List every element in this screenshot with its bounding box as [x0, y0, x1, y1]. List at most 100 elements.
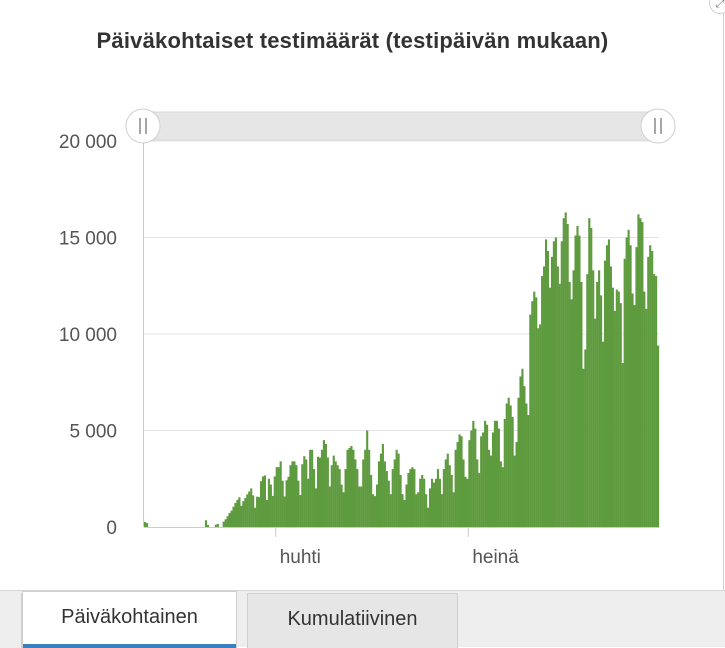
bar	[307, 478, 310, 527]
expand-icon[interactable]: ⤢	[709, 0, 725, 14]
bars	[144, 212, 660, 528]
bar	[336, 465, 339, 527]
bar	[275, 467, 278, 527]
x-axis: huhti heinä	[143, 141, 659, 568]
range-slider[interactable]	[125, 108, 676, 144]
bar	[313, 469, 316, 527]
range-slider-right-handle[interactable]	[640, 108, 676, 144]
chart-title: Päiväkohtaiset testimäärät (testipäivän …	[96, 28, 609, 53]
bar	[476, 459, 479, 527]
bar	[246, 494, 249, 527]
bar	[250, 488, 253, 527]
bar	[641, 222, 644, 527]
bar	[293, 461, 296, 527]
bar	[429, 488, 432, 527]
bar	[576, 225, 579, 528]
bar	[425, 494, 428, 527]
bar	[342, 492, 345, 527]
range-slider-track[interactable]	[142, 111, 660, 141]
bar	[600, 295, 603, 527]
bar	[224, 519, 227, 527]
bar	[568, 281, 571, 527]
bar	[381, 444, 384, 527]
bar	[261, 476, 265, 527]
bar	[271, 495, 274, 527]
bar	[513, 455, 516, 527]
bar	[252, 495, 255, 527]
bar	[487, 449, 491, 527]
bar	[206, 525, 210, 527]
bar-chart: 0 5 000 10 000 15 000 20 000 huhti heinä	[59, 108, 676, 568]
bar	[281, 480, 284, 527]
bar	[291, 461, 294, 527]
bar	[535, 297, 538, 527]
bar	[623, 258, 626, 527]
bar	[289, 465, 292, 527]
bar	[655, 276, 658, 527]
bar	[637, 214, 640, 527]
bar	[242, 501, 245, 527]
bar	[305, 459, 308, 527]
bar	[566, 223, 569, 528]
tab-cumulative[interactable]: Kumulatiivinen	[247, 593, 458, 648]
bar	[460, 436, 463, 527]
bar	[226, 516, 229, 527]
bar	[366, 430, 369, 527]
bar	[452, 492, 455, 527]
bar	[515, 442, 518, 527]
bar	[244, 498, 247, 527]
range-slider-left-handle[interactable]	[125, 108, 161, 144]
bar	[615, 289, 618, 527]
bar	[254, 507, 257, 527]
tab-bar: Päiväkohtainen Kumulatiivinen	[0, 590, 725, 648]
bar	[643, 291, 646, 527]
bar	[544, 239, 548, 527]
y-tick-label: 5 000	[69, 422, 117, 443]
bar	[234, 502, 237, 528]
tab-bar-left-edge	[0, 593, 22, 648]
bar	[489, 455, 493, 527]
bar	[468, 440, 471, 527]
bar	[430, 478, 434, 527]
bar	[322, 440, 325, 527]
bar	[617, 291, 620, 527]
bar	[521, 368, 524, 527]
bar	[316, 456, 320, 527]
bar	[598, 270, 601, 527]
bar	[574, 235, 577, 527]
bar	[495, 420, 498, 527]
bar	[552, 241, 555, 528]
bar	[303, 456, 306, 527]
bar	[370, 474, 373, 527]
bar	[401, 494, 404, 527]
bar	[523, 386, 526, 527]
bar	[592, 270, 595, 527]
tab-daily[interactable]: Päiväkohtainen	[22, 591, 237, 648]
bar	[454, 449, 457, 527]
bar	[651, 251, 654, 527]
bar	[570, 299, 573, 527]
bar	[501, 467, 504, 527]
bar	[511, 416, 514, 527]
bar	[328, 486, 331, 527]
bar	[507, 397, 510, 527]
bar	[493, 420, 497, 527]
bar	[309, 449, 312, 527]
bar	[607, 239, 611, 527]
bar	[525, 403, 528, 527]
bar	[631, 293, 634, 527]
bar	[635, 247, 638, 527]
bar	[258, 497, 261, 527]
bar	[546, 251, 550, 527]
bar	[432, 482, 436, 527]
bar	[442, 469, 445, 527]
bar	[423, 478, 426, 527]
bar	[482, 432, 485, 527]
bar	[248, 491, 251, 527]
bar	[352, 449, 355, 527]
bar	[590, 227, 593, 527]
bar	[287, 476, 290, 527]
bar	[537, 328, 540, 527]
bar	[238, 497, 241, 527]
bar	[395, 449, 398, 527]
